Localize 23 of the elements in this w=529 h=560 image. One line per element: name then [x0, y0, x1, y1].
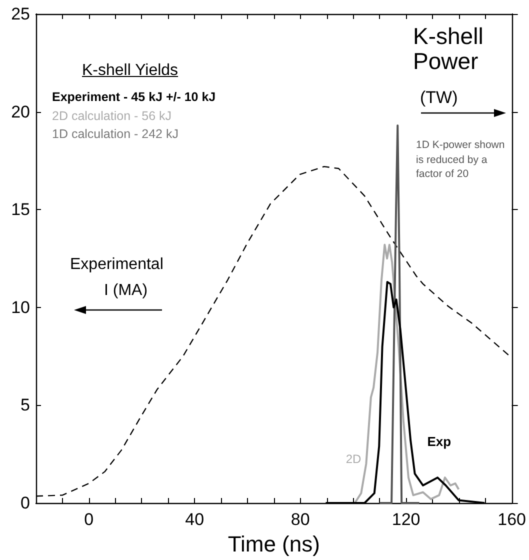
y-tick-label: 0 — [20, 494, 30, 512]
y-tick-label: 15 — [11, 200, 30, 220]
y-tick-label: 25 — [11, 4, 30, 24]
annotation: Experiment - 45 kJ +/- 10 kJ — [52, 90, 216, 104]
series-label: 2D — [346, 452, 362, 467]
x-tick-label: 120 — [392, 510, 420, 529]
annotation: 2D calculation - 56 kJ — [52, 109, 172, 124]
y-tick-label: 20 — [11, 102, 30, 122]
x-tick-label: 40 — [185, 510, 204, 529]
annotation: K-shell Yields — [82, 62, 178, 80]
x-axis-title: Time (ns) — [228, 532, 320, 556]
annotation: 1D K-power shown is reduced by a factor of 20 — [416, 138, 506, 182]
x-tick-label: 80 — [290, 510, 310, 529]
y-tick-label: 10 — [11, 298, 30, 317]
y-tick-label: 5 — [20, 396, 30, 415]
annotation: I (MA) — [104, 282, 148, 300]
series-label: Exp — [427, 434, 452, 450]
x-tick-label: 0 — [84, 510, 94, 529]
annotation: 1D calculation - 242 kJ — [52, 127, 178, 142]
x-tick-label: 160 — [498, 510, 526, 529]
annotation: (TW) — [420, 88, 458, 108]
annotation: K-shell Power — [413, 23, 484, 75]
annotation: Experimental — [70, 256, 164, 274]
